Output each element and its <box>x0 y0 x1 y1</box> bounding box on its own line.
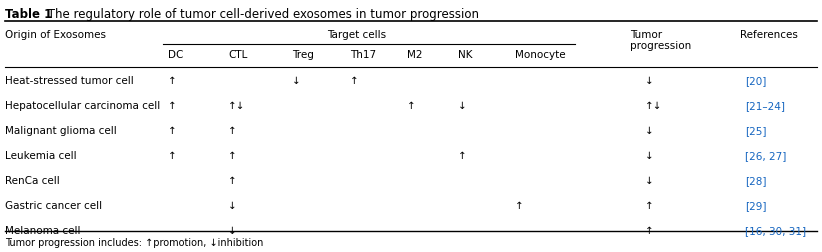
Text: ↑: ↑ <box>168 101 177 111</box>
Text: ↑: ↑ <box>228 175 237 185</box>
Text: Malignant glioma cell: Malignant glioma cell <box>5 125 117 136</box>
Text: [26, 27]: [26, 27] <box>745 150 787 160</box>
Text: ↑: ↑ <box>168 150 177 160</box>
Text: ↑: ↑ <box>168 125 177 136</box>
Text: [21–24]: [21–24] <box>745 101 785 111</box>
Text: ↓: ↓ <box>228 200 237 210</box>
Text: ↓: ↓ <box>645 76 653 86</box>
Text: ↑: ↑ <box>228 125 237 136</box>
Text: ↑: ↑ <box>515 200 524 210</box>
Text: Th17: Th17 <box>350 50 376 60</box>
Text: ↑↓: ↑↓ <box>645 101 663 111</box>
Text: ↑: ↑ <box>350 76 358 86</box>
Text: Hepatocellular carcinoma cell: Hepatocellular carcinoma cell <box>5 101 160 111</box>
Text: The regulatory role of tumor cell-derived exosomes in tumor progression: The regulatory role of tumor cell-derive… <box>44 8 479 21</box>
Text: M2: M2 <box>407 50 423 60</box>
Text: ↑↓: ↑↓ <box>228 101 246 111</box>
Text: [25]: [25] <box>745 125 766 136</box>
Text: ↑: ↑ <box>645 225 653 235</box>
Text: ↓: ↓ <box>645 125 653 136</box>
Text: Table 1: Table 1 <box>5 8 53 21</box>
Text: References: References <box>740 30 798 40</box>
Text: [20]: [20] <box>745 76 766 86</box>
Text: ↑: ↑ <box>168 76 177 86</box>
Text: ↓: ↓ <box>228 225 237 235</box>
Text: ↓: ↓ <box>645 175 653 185</box>
Text: Target cells: Target cells <box>327 30 386 40</box>
Text: ↑: ↑ <box>228 150 237 160</box>
Text: Monocyte: Monocyte <box>515 50 566 60</box>
Text: [29]: [29] <box>745 200 766 210</box>
Text: [28]: [28] <box>745 175 766 185</box>
Text: ↑: ↑ <box>645 200 653 210</box>
Text: Melanoma cell: Melanoma cell <box>5 225 81 235</box>
Text: ↓: ↓ <box>458 101 467 111</box>
Text: Treg: Treg <box>292 50 314 60</box>
Text: Gastric cancer cell: Gastric cancer cell <box>5 200 102 210</box>
Text: ↑: ↑ <box>407 101 416 111</box>
Text: RenCa cell: RenCa cell <box>5 175 60 185</box>
Text: CTL: CTL <box>228 50 247 60</box>
Text: [16, 30, 31]: [16, 30, 31] <box>745 225 806 235</box>
Text: ↑: ↑ <box>458 150 467 160</box>
Text: ↓: ↓ <box>645 150 653 160</box>
Text: Leukemia cell: Leukemia cell <box>5 150 76 160</box>
Text: NK: NK <box>458 50 473 60</box>
Text: progression: progression <box>630 41 691 51</box>
Text: Tumor: Tumor <box>630 30 663 40</box>
Text: DC: DC <box>168 50 183 60</box>
Text: Origin of Exosomes: Origin of Exosomes <box>5 30 106 40</box>
Text: ↓: ↓ <box>292 76 301 86</box>
Text: Tumor progression includes: ↑promotion, ↓inhibition: Tumor progression includes: ↑promotion, … <box>5 237 263 247</box>
Text: Heat-stressed tumor cell: Heat-stressed tumor cell <box>5 76 134 86</box>
